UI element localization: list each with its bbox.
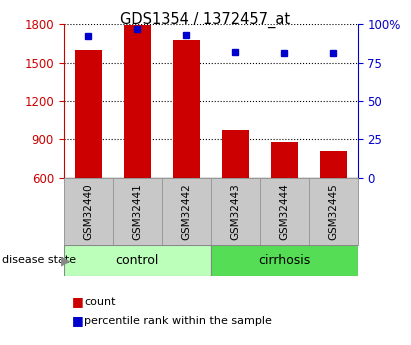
Text: GSM32442: GSM32442 (181, 183, 191, 240)
Bar (124, 25, 151, 178)
Text: GSM32440: GSM32440 (83, 183, 93, 240)
Text: GSM32441: GSM32441 (132, 183, 142, 240)
Text: GSM32443: GSM32443 (230, 183, 240, 240)
Text: ■: ■ (72, 295, 84, 308)
Bar (64, 178, 113, 245)
Bar (162, 178, 211, 245)
Text: ■: ■ (72, 314, 84, 327)
Text: disease state: disease state (2, 256, 76, 265)
Bar (173, 39, 200, 178)
Text: GSM32445: GSM32445 (328, 183, 338, 240)
Bar (320, 151, 346, 178)
Bar (75, 50, 102, 178)
Bar (222, 130, 249, 178)
Text: percentile rank within the sample: percentile rank within the sample (84, 316, 272, 326)
Text: count: count (84, 297, 116, 307)
Text: GSM32444: GSM32444 (279, 183, 289, 240)
Text: cirrhosis: cirrhosis (258, 254, 310, 267)
Bar (260, 178, 309, 245)
Bar (309, 178, 358, 245)
Bar (113, 178, 162, 245)
Text: control: control (115, 254, 159, 267)
Text: ▶: ▶ (61, 254, 70, 267)
Bar (210, 178, 260, 245)
Bar (64, 245, 210, 276)
Text: GDS1354 / 1372457_at: GDS1354 / 1372457_at (120, 12, 291, 28)
Bar (270, 142, 298, 178)
Bar (210, 245, 358, 276)
